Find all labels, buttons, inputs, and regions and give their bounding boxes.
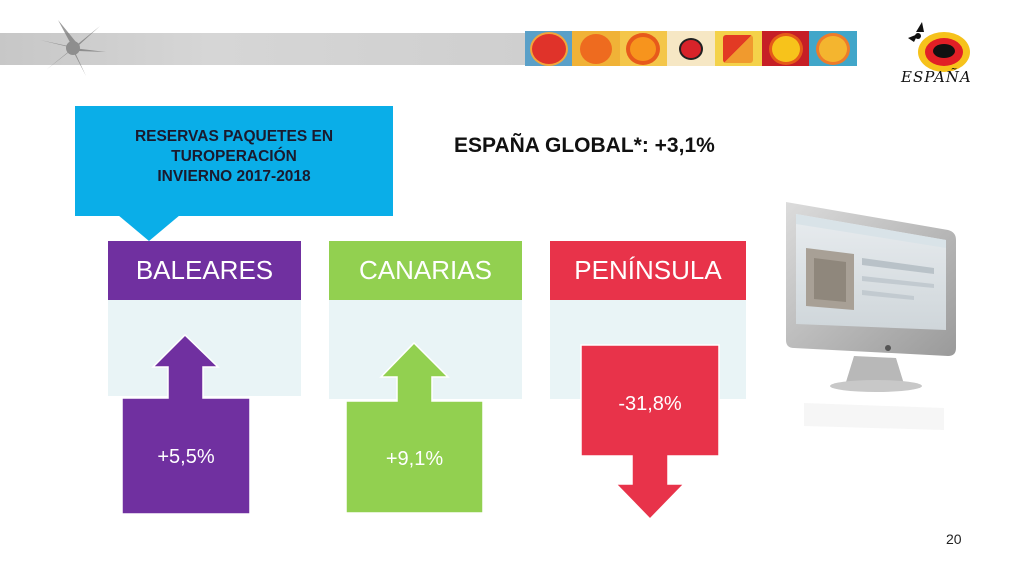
region-title-canarias: CANARIAS — [329, 241, 522, 300]
callout-pointer — [118, 215, 180, 241]
region-card-canarias: CANARIAS — [329, 241, 522, 399]
change-value-baleares: +5,5% — [157, 446, 215, 468]
computer-monitor-icon — [786, 202, 956, 430]
callout-line-2: TUROPERACIÓN — [171, 148, 297, 165]
top-banner-bar — [0, 33, 525, 65]
tile-sun-blocks — [714, 31, 762, 66]
change-value-canarias: +9,1% — [385, 448, 444, 470]
region-body-baleares — [108, 300, 301, 396]
tile-sun-orange — [572, 31, 620, 66]
tile-sun-bug — [667, 31, 715, 66]
callout-line-1: RESERVAS PAQUETES EN — [134, 128, 334, 145]
tile-sun-spiral — [809, 31, 857, 66]
tile-sun-ring — [761, 31, 810, 66]
callout-title: RESERVAS PAQUETES EN TUROPERACIÓN INVIER… — [75, 127, 393, 187]
page-number: 20 — [946, 531, 962, 547]
region-card-baleares: BALEARES — [108, 241, 301, 396]
callout-box — [75, 106, 393, 216]
up-arrow-canarias — [345, 342, 484, 514]
star-decoration-icon — [40, 20, 106, 76]
tile-sun-red — [525, 31, 573, 66]
tile-sun-rays — [619, 31, 668, 66]
up-arrow-baleares — [121, 334, 251, 515]
espana-logo-word: ESPAÑA — [901, 68, 972, 86]
region-title-baleares: BALEARES — [108, 241, 301, 300]
espana-sun-logo-icon — [908, 22, 970, 72]
sun-tiles-strip — [525, 31, 857, 66]
down-arrow-peninsula — [580, 344, 720, 520]
callout-line-3: INVIERNO 2017-2018 — [157, 168, 311, 185]
change-value-peninsula: -31,8% — [618, 393, 682, 415]
region-title-peninsula: PENÍNSULA — [550, 241, 746, 300]
headline-global: ESPAÑA GLOBAL*: +3,1% — [454, 134, 715, 157]
